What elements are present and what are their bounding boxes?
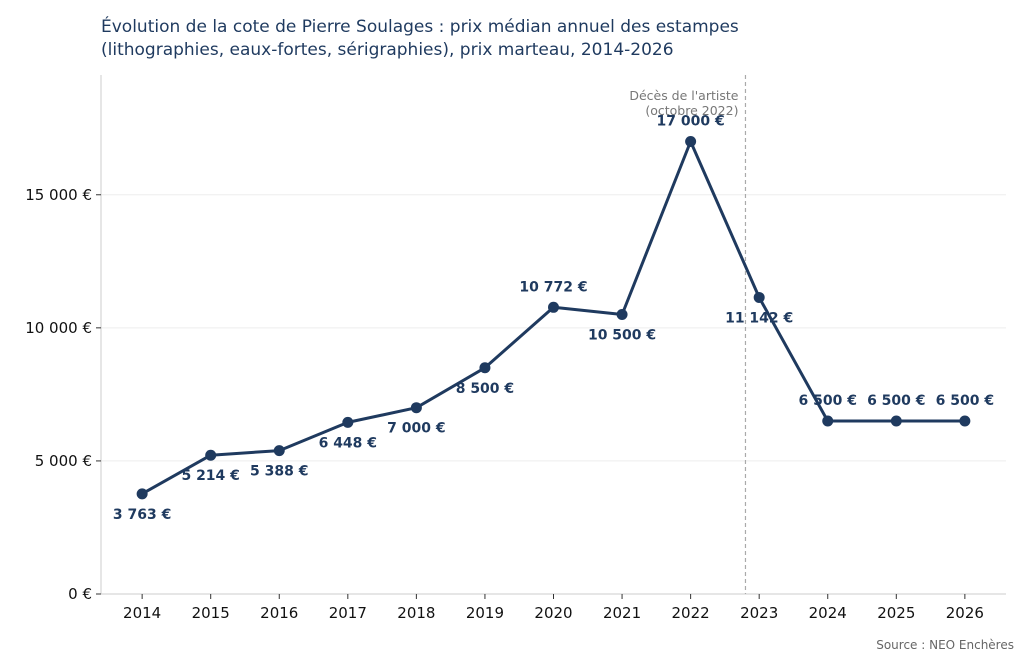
x-tick-label-6: 2020 — [534, 604, 572, 622]
x-tick-label-2: 2016 — [260, 604, 298, 622]
data-point-2015 — [205, 449, 217, 461]
annotation-text-line-2: (octobre 2022) — [645, 103, 738, 118]
data-point-2017 — [342, 416, 354, 428]
data-point-2021 — [616, 309, 628, 321]
data-label-2019: 8 500 € — [456, 381, 514, 397]
data-point-2018 — [410, 402, 422, 414]
x-tick-label-7: 2021 — [603, 604, 641, 622]
data-point-2016 — [273, 445, 285, 457]
data-label-2015: 5 214 € — [181, 468, 239, 484]
annotation-text-line-1: Décès de l'artiste — [629, 88, 738, 103]
y-tick-label-2: 10 000 € — [25, 319, 92, 337]
data-label-2016: 5 388 € — [250, 464, 308, 480]
chart-title-line-1: Évolution de la cote de Pierre Soulages … — [101, 17, 739, 37]
x-tick-label-12: 2026 — [946, 604, 984, 622]
y-tick-label-0: 0 € — [68, 585, 92, 603]
x-tick-label-0: 2014 — [123, 604, 161, 622]
data-point-2026 — [959, 415, 971, 427]
x-tick-label-1: 2015 — [192, 604, 230, 622]
data-label-2020: 10 772 € — [519, 279, 587, 295]
y-tick-label-1: 5 000 € — [35, 452, 92, 470]
data-label-2014: 3 763 € — [113, 507, 171, 523]
x-tick-label-8: 2022 — [672, 604, 710, 622]
chart-title-line-2: (lithographies, eaux-fortes, sérigraphie… — [101, 40, 674, 60]
data-label-2021: 10 500 € — [588, 328, 656, 344]
data-label-2023: 11 142 € — [725, 310, 793, 326]
data-point-2020 — [548, 301, 559, 313]
data-point-2023 — [753, 291, 765, 303]
x-tick-label-3: 2017 — [329, 604, 367, 622]
data-label-2024: 6 500 € — [799, 393, 857, 409]
data-label-2022: 17 000 € — [657, 114, 725, 130]
data-label-2017: 6 448 € — [319, 435, 377, 451]
data-point-2014 — [136, 488, 148, 500]
data-label-2018: 7 000 € — [387, 421, 445, 437]
x-tick-label-9: 2023 — [740, 604, 778, 622]
data-label-2026: 6 500 € — [936, 393, 994, 409]
chart-title: Évolution de la cote de Pierre Soulages … — [101, 16, 739, 62]
data-point-2024 — [822, 415, 834, 427]
y-tick-label-3: 15 000 € — [25, 186, 92, 204]
data-point-2025 — [890, 415, 902, 427]
x-tick-label-10: 2024 — [809, 604, 847, 622]
x-tick-label-5: 2019 — [466, 604, 504, 622]
source-note: Source : NEO Enchères — [876, 638, 1014, 652]
x-tick-label-11: 2025 — [877, 604, 915, 622]
data-label-2025: 6 500 € — [867, 393, 925, 409]
x-tick-label-4: 2018 — [397, 604, 435, 622]
data-point-2019 — [479, 362, 491, 374]
data-point-2022 — [685, 136, 697, 148]
